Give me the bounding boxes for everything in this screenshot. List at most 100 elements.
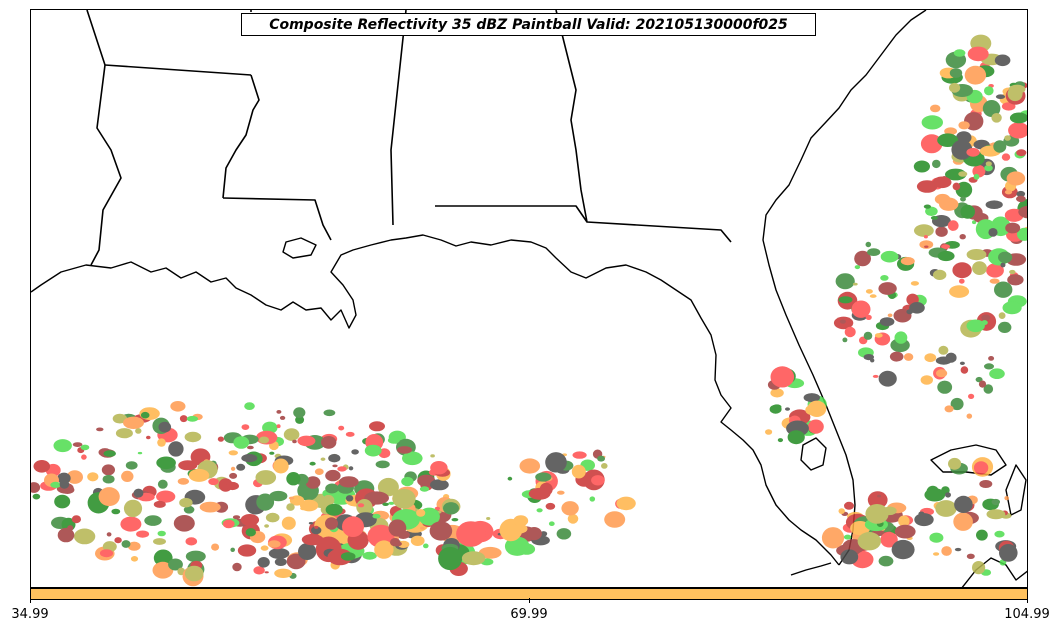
reflectivity-blob <box>769 404 782 414</box>
reflectivity-blob <box>273 458 289 474</box>
reflectivity-blob <box>951 139 973 160</box>
reflectivity-blob <box>924 245 929 248</box>
reflectivity-blob <box>168 441 184 457</box>
reflectivity-blob <box>1001 153 1011 161</box>
reflectivity-blob <box>101 464 115 476</box>
reflectivity-blob <box>342 516 364 537</box>
reflectivity-blob <box>244 402 255 410</box>
reflectivity-blob <box>237 544 257 557</box>
reflectivity-blob <box>1010 127 1020 137</box>
reflectivity-blob <box>295 415 305 424</box>
reflectivity-blob <box>979 480 993 488</box>
reflectivity-blob <box>878 370 897 387</box>
reflectivity-blob <box>953 49 966 57</box>
reflectivity-blob <box>903 353 914 361</box>
reflectivity-blob <box>880 250 899 263</box>
reflectivity-blob <box>1009 112 1027 124</box>
reflectivity-blob <box>984 164 993 172</box>
reflectivity-blob <box>989 278 1000 284</box>
reflectivity-blob <box>168 558 183 571</box>
reflectivity-blob <box>59 480 70 489</box>
reflectivity-blob <box>325 503 343 516</box>
reflectivity-blob <box>211 543 220 551</box>
reflectivity-blob <box>274 558 287 566</box>
reflectivity-blob <box>429 521 453 541</box>
reflectivity-blob <box>765 429 773 435</box>
reflectivity-paintball-blobs <box>31 34 1027 587</box>
reflectivity-blob <box>989 368 1005 380</box>
reflectivity-blob <box>526 527 542 541</box>
reflectivity-blob <box>265 512 280 523</box>
reflectivity-blob <box>153 549 173 567</box>
reflectivity-blob <box>933 552 940 556</box>
reflectivity-blob <box>140 411 150 419</box>
reflectivity-blob <box>374 540 394 559</box>
reflectivity-blob <box>106 532 112 537</box>
reflectivity-blob <box>959 361 965 365</box>
reflectivity-blob <box>984 363 994 370</box>
reflectivity-blob <box>1009 269 1016 275</box>
reflectivity-blob <box>889 351 904 362</box>
colorbar-label-right: 104.99 <box>1004 607 1050 622</box>
reflectivity-blob <box>300 499 319 512</box>
reflectivity-blob <box>880 275 889 281</box>
reflectivity-blob <box>959 278 965 284</box>
reflectivity-blob <box>960 366 969 374</box>
reflectivity-blob <box>937 380 953 394</box>
map-title: Composite Reflectivity 35 dBZ Paintball … <box>241 13 816 36</box>
reflectivity-blob <box>283 428 300 441</box>
reflectivity-blob <box>944 127 957 135</box>
reflectivity-blob <box>923 235 928 239</box>
reflectivity-blob <box>337 466 347 472</box>
reflectivity-blob <box>910 281 920 286</box>
reflectivity-blob <box>279 415 286 420</box>
reflectivity-blob <box>954 495 973 513</box>
reflectivity-blob <box>991 498 1000 506</box>
reflectivity-blob <box>604 511 626 528</box>
reflectivity-blob <box>377 477 399 497</box>
reflectivity-blob <box>314 468 324 476</box>
mississippi-river-border <box>222 74 260 199</box>
reflectivity-blob <box>865 289 873 294</box>
reflectivity-blob <box>972 220 977 225</box>
reflectivity-blob <box>137 451 143 455</box>
reflectivity-blob <box>125 461 138 470</box>
reflectivity-blob <box>456 521 486 547</box>
reflectivity-blob <box>260 545 269 551</box>
reflectivity-blob <box>959 234 966 240</box>
reflectivity-blob <box>953 64 959 68</box>
reflectivity-blob <box>144 515 162 526</box>
reflectivity-blob <box>993 140 1007 153</box>
reflectivity-blob <box>32 493 41 500</box>
reflectivity-blob <box>99 549 114 558</box>
reflectivity-blob <box>423 543 429 549</box>
reflectivity-blob <box>328 454 341 463</box>
reflectivity-blob <box>430 454 435 458</box>
reflectivity-blob <box>941 546 952 556</box>
arkansas-louisiana-border <box>104 64 252 76</box>
mississippi-alabama-border <box>390 10 407 226</box>
reflectivity-blob <box>286 503 295 511</box>
reflectivity-blob <box>321 436 337 449</box>
reflectivity-blob <box>1017 227 1027 241</box>
reflectivity-blob <box>591 475 605 486</box>
reflectivity-blob <box>375 460 390 469</box>
reflectivity-blob <box>952 182 961 191</box>
reflectivity-blob <box>1004 496 1009 501</box>
reflectivity-blob <box>983 384 994 394</box>
reflectivity-blob <box>923 204 932 209</box>
reflectivity-blob <box>916 180 938 193</box>
reflectivity-blob <box>863 354 874 361</box>
reflectivity-blob <box>297 435 316 447</box>
reflectivity-blob <box>292 439 297 444</box>
reflectivity-blob <box>123 499 143 518</box>
reflectivity-blob <box>257 557 270 568</box>
reflectivity-blob <box>311 526 322 535</box>
reflectivity-blob <box>981 314 991 321</box>
reflectivity-blob <box>616 496 636 511</box>
reflectivity-blob <box>785 407 790 411</box>
reflectivity-blob <box>865 241 872 248</box>
lake-okeechobee <box>800 437 827 471</box>
reflectivity-blob <box>416 509 426 517</box>
reflectivity-blob <box>401 476 414 487</box>
